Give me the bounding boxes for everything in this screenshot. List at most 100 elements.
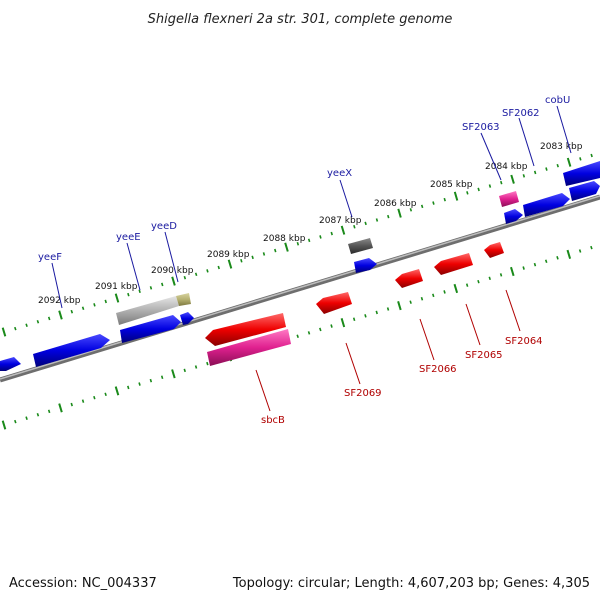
gene-yeeD[interactable] (120, 315, 181, 343)
genome-summary-text: Topology: circular; Length: 4,607,203 bp… (232, 576, 590, 591)
scale-tick (114, 293, 120, 303)
scale-tick (510, 174, 515, 184)
label-SF2069[interactable]: SF2069 (344, 388, 382, 399)
scale-tick (1, 327, 7, 337)
label-SF2063[interactable]: SF2063 (462, 122, 500, 133)
scale-tick (499, 273, 503, 277)
scale-tick (160, 375, 164, 380)
gene-labels: yeeF yeeE yeeD yeeX SF2063 SF2062 cobU s… (38, 95, 570, 426)
gene-sbcB-red[interactable] (205, 313, 286, 346)
callout-SF2069 (345, 342, 361, 385)
scale-tick (307, 331, 311, 335)
scale-tick (296, 241, 300, 246)
label-SF2066[interactable]: SF2066 (419, 364, 457, 375)
callout-sbcB (255, 369, 271, 412)
scale-tick (240, 258, 243, 263)
scale-tick (556, 256, 559, 260)
scale-tick (93, 303, 96, 307)
scale-tick (477, 279, 480, 284)
callout-cobU (556, 105, 572, 154)
scale-tick (149, 378, 153, 383)
callout-yeeE (126, 242, 141, 291)
scale-tick (81, 306, 85, 311)
scale-tick (409, 300, 412, 304)
scale-tick (330, 231, 333, 236)
scale-tick (274, 248, 277, 253)
scale-tick (138, 382, 141, 386)
label-yeeX[interactable]: yeeX (327, 168, 352, 179)
gene-SF2066[interactable] (395, 269, 423, 288)
scale-tick (432, 293, 435, 298)
scale-tick (330, 324, 333, 328)
scale-tick (544, 259, 548, 264)
scale-tick (36, 320, 40, 324)
label-sbcB[interactable]: sbcB (261, 415, 285, 426)
gene-SF2064[interactable] (484, 242, 504, 258)
callout-yeeD (164, 231, 179, 283)
scale-tick (533, 262, 537, 267)
accession-text: Accession: NC_004337 (9, 576, 157, 591)
gene-SF2069[interactable] (316, 292, 352, 314)
scale-label-2090: 2090 kbp (151, 266, 194, 276)
scale-tick (251, 255, 254, 260)
label-SF2065[interactable]: SF2065 (465, 350, 503, 361)
scale-tick (443, 290, 446, 294)
scale-tick (340, 318, 346, 328)
scale-tick (127, 292, 130, 297)
scale-tick (364, 221, 367, 226)
scale-tick (397, 301, 402, 311)
scale-tick (227, 259, 233, 269)
label-cobU[interactable]: cobU (545, 95, 570, 106)
scale-ticks-upper (1, 153, 593, 337)
scale-tick (183, 368, 186, 373)
scale-tick (93, 395, 96, 400)
scale-tick (522, 174, 526, 178)
scale-tick (217, 265, 220, 270)
scale-tick (353, 224, 356, 229)
scale-tick (25, 416, 28, 420)
scale-tick (58, 310, 63, 320)
scale-tick (500, 180, 503, 185)
scale-tick (127, 385, 130, 390)
label-yeeD[interactable]: yeeD (151, 221, 177, 232)
scale-tick (194, 365, 198, 369)
scale-tick (465, 283, 469, 287)
scale-tick (161, 282, 164, 287)
label-SF2062[interactable]: SF2062 (502, 108, 540, 119)
scale-tick (25, 323, 28, 327)
scale-tick (138, 289, 141, 294)
backbone-highlight (0, 195, 600, 380)
scale-tick (556, 163, 559, 168)
label-yeeF[interactable]: yeeF (38, 252, 62, 263)
scale-tick (14, 326, 17, 331)
gene-yeeE-olive[interactable] (176, 293, 191, 306)
gene-SF2063[interactable] (499, 191, 519, 207)
callout-SF2066 (419, 318, 435, 361)
gene-SF2065[interactable] (434, 253, 473, 275)
gene-right-edge[interactable] (569, 181, 600, 201)
gene-yeeE[interactable] (116, 296, 179, 325)
label-yeeE[interactable]: yeeE (116, 232, 141, 243)
scale-tick (14, 419, 17, 424)
gene-yeeX[interactable] (348, 238, 373, 254)
gene-small-2087[interactable] (354, 258, 377, 273)
scale-label-2089: 2089 kbp (207, 250, 250, 260)
scale-tick (47, 316, 51, 321)
callout-yeeF (51, 262, 63, 309)
gene-small-2084[interactable] (504, 209, 523, 224)
gene-SF2062[interactable] (523, 193, 570, 217)
scale-label-2092: 2092 kbp (38, 296, 81, 306)
label-SF2064[interactable]: SF2064 (505, 336, 543, 347)
scale-tick (352, 317, 356, 322)
gene-cobU[interactable] (563, 161, 600, 186)
scale-tick (545, 167, 548, 171)
scale-tick (375, 218, 379, 222)
scale-tick (420, 204, 424, 209)
callout-SF2063 (480, 132, 502, 181)
gene-left-edge[interactable] (0, 357, 21, 371)
scale-tick (590, 153, 593, 158)
gene-yeeF[interactable] (33, 334, 110, 367)
gene-sbcB[interactable] (207, 329, 291, 366)
gene-small-2090[interactable] (180, 312, 194, 325)
